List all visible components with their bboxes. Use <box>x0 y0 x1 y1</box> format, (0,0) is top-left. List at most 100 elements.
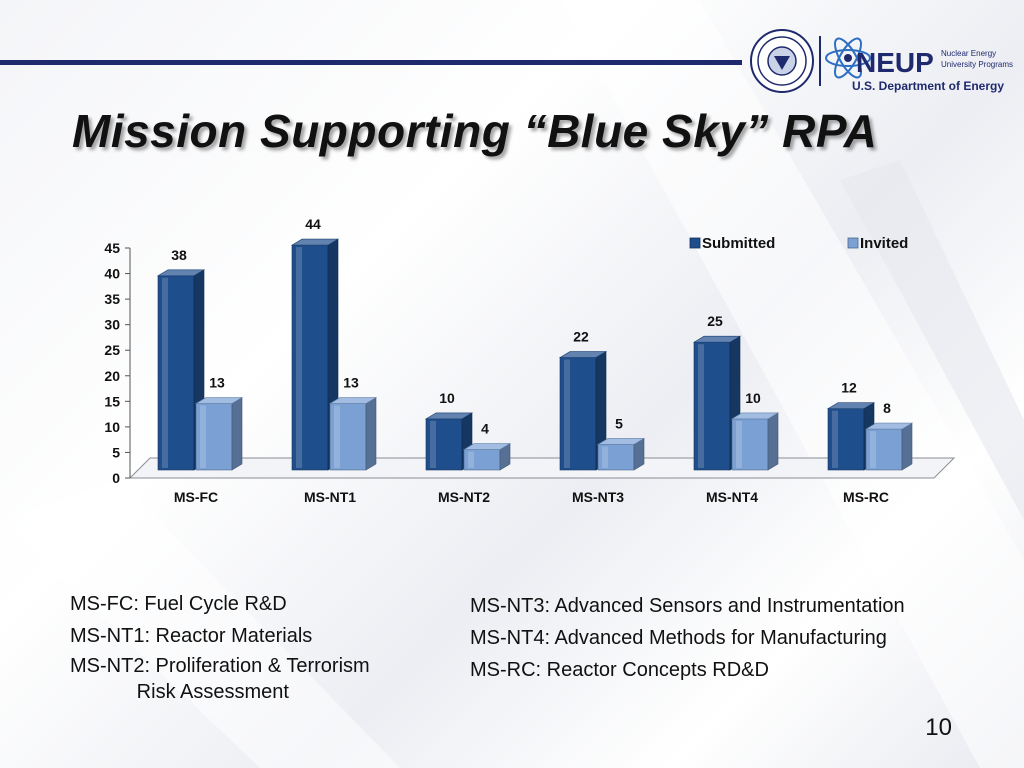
data-label: 5 <box>615 415 623 431</box>
definition-item: MS-NT1: Reactor Materials <box>70 625 313 647</box>
logo-area: NEUP Nuclear Energy University Programs … <box>748 26 1018 96</box>
bar-highlight <box>200 405 206 468</box>
bar-invited-ms-rc <box>864 422 914 471</box>
bar-invited-ms-nt4 <box>730 412 780 471</box>
y-tick-label: 45 <box>104 240 120 256</box>
bar-invited-ms-nt3 <box>596 437 646 471</box>
atom-icon <box>825 37 871 79</box>
bar-front <box>291 244 329 471</box>
definition-item: MS-NT3: Advanced Sensors and Instrumenta… <box>470 595 905 617</box>
data-label: 44 <box>305 216 321 232</box>
bar-highlight <box>698 344 704 468</box>
bar-front <box>865 428 903 471</box>
neup-tagline-2: University Programs <box>941 60 1013 69</box>
x-tick-label: MS-NT3 <box>572 489 624 505</box>
bar-front <box>195 403 233 471</box>
bar-front <box>157 275 195 471</box>
data-label: 8 <box>883 400 891 416</box>
bar-side <box>231 397 243 471</box>
bar-side <box>365 397 377 471</box>
bar-top <box>730 412 780 420</box>
legend-swatch <box>847 237 859 249</box>
data-label: 10 <box>745 390 761 406</box>
bar-highlight <box>296 247 302 468</box>
y-tick-label: 35 <box>104 291 120 307</box>
header-rule <box>0 60 742 65</box>
bar-highlight <box>564 359 570 468</box>
definition-item: MS-RC: Reactor Concepts RD&D <box>470 659 769 681</box>
x-tick-label: MS-NT1 <box>304 489 356 505</box>
legend-swatch <box>689 237 701 249</box>
x-tick-label: MS-RC <box>843 489 889 505</box>
definitions-right: MS-NT3: Advanced Sensors and Instrumenta… <box>470 590 905 686</box>
y-tick-label: 25 <box>104 342 120 358</box>
slide-title: Mission Supporting “Blue Sky” RPA <box>72 105 878 157</box>
bar-side <box>901 422 913 471</box>
legend-item: Submitted <box>689 235 775 252</box>
bar-highlight <box>736 420 742 468</box>
data-label: 13 <box>209 375 225 391</box>
data-label: 25 <box>707 313 723 329</box>
bar-top <box>290 238 340 246</box>
x-tick-label: MS-NT4 <box>706 489 758 505</box>
bar-front <box>731 418 769 471</box>
data-label: 10 <box>439 390 455 406</box>
bar-top <box>328 397 378 404</box>
x-tick-label: MS-NT2 <box>438 489 490 505</box>
bar-submitted-ms-rc <box>826 402 876 471</box>
bar-highlight <box>468 451 474 468</box>
data-label: 38 <box>171 247 187 263</box>
bar-highlight <box>602 446 608 468</box>
bar-highlight <box>430 420 436 468</box>
bar-invited-ms-fc <box>194 397 244 471</box>
bar-top <box>864 422 914 430</box>
y-tick-label: 0 <box>112 470 120 486</box>
definition-item: MS-NT2: Proliferation & Terrorism <box>70 655 370 677</box>
y-tick-label: 40 <box>104 266 120 282</box>
logos: NEUP Nuclear Energy University Programs … <box>750 29 1013 93</box>
bar-top <box>156 269 206 277</box>
bar-top <box>692 335 742 343</box>
bar-top <box>194 397 244 404</box>
y-tick-label: 5 <box>112 444 120 460</box>
y-tick-label: 20 <box>104 368 120 384</box>
bar-front <box>559 357 597 471</box>
bar-front <box>693 341 731 471</box>
definition-item: MS-NT4: Advanced Methods for Manufacturi… <box>470 627 887 649</box>
bar-highlight <box>334 405 340 468</box>
bar-invited-ms-nt2 <box>462 443 512 471</box>
data-label: 12 <box>841 380 857 396</box>
definitions-left: MS-FC: Fuel Cycle R&D MS-NT1: Reactor Ma… <box>70 588 370 704</box>
bar-top <box>558 351 608 358</box>
page-number: 10 <box>925 714 952 741</box>
doe-seal-icon <box>750 29 814 93</box>
neup-tagline-1: Nuclear Energy <box>941 49 996 58</box>
data-label: 22 <box>573 329 589 345</box>
y-tick-label: 10 <box>104 419 120 435</box>
bar-highlight <box>162 277 168 468</box>
data-label: 4 <box>481 421 489 437</box>
data-label: 13 <box>343 375 359 391</box>
x-tick-label: MS-FC <box>174 489 218 505</box>
legend-label: Submitted <box>702 235 775 252</box>
bar-top <box>424 412 474 420</box>
neup-wordmark: NEUP <box>856 47 934 78</box>
doe-name: U.S. Department of Energy <box>852 79 1004 93</box>
legend-label: Invited <box>860 235 908 252</box>
bar-highlight <box>870 431 876 468</box>
bar-top <box>826 402 876 409</box>
bar-submitted-ms-nt3 <box>558 351 608 471</box>
bar-side <box>767 412 779 471</box>
bar-front <box>329 403 367 471</box>
y-tick-label: 15 <box>104 393 120 409</box>
bar-top <box>596 438 646 445</box>
bar-front <box>597 444 635 471</box>
y-tick-label: 30 <box>104 317 120 333</box>
legend-item: Invited <box>847 235 908 252</box>
definition-item: Risk Assessment <box>70 681 289 703</box>
definition-item: MS-FC: Fuel Cycle R&D <box>70 593 287 615</box>
bar-highlight <box>832 410 838 468</box>
bar-top <box>462 443 512 450</box>
bar-invited-ms-nt1 <box>328 397 378 471</box>
